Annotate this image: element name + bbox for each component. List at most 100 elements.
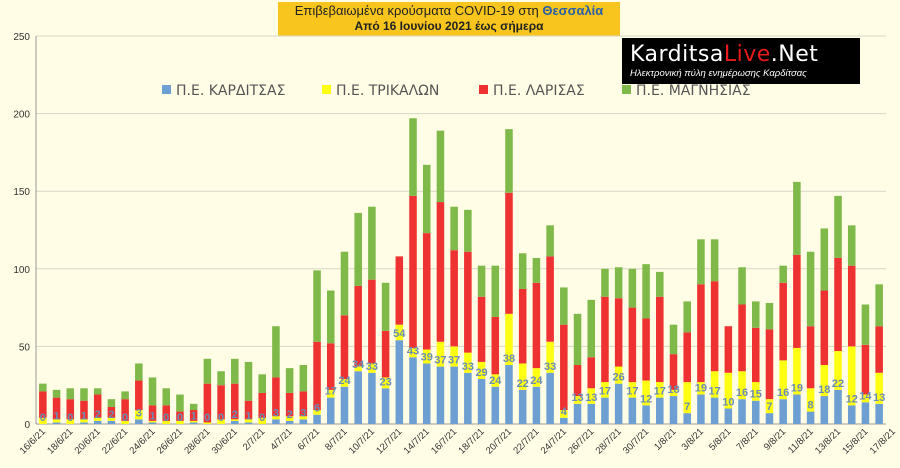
y-axis-ticks: 0 50 100 150 200 250 — [13, 32, 30, 431]
bar-segment — [436, 366, 445, 424]
x-tick-label: 24/6/21 — [127, 426, 157, 456]
bar-segment — [135, 363, 143, 381]
bar-segment — [710, 281, 719, 372]
bar-segment — [779, 265, 787, 283]
bar-segment — [779, 360, 787, 400]
bar-segment — [518, 253, 527, 289]
bar-segment — [628, 268, 637, 308]
bar-segment — [738, 399, 746, 424]
bar-segment — [477, 361, 486, 379]
bar-segment — [285, 420, 294, 424]
bar-segment — [765, 399, 774, 414]
bar-segment — [697, 239, 705, 285]
bar-segment — [477, 296, 486, 362]
bar-segment — [710, 371, 719, 398]
bar-segment — [162, 420, 171, 424]
bar-segment — [806, 326, 815, 389]
bar-segment — [491, 374, 500, 387]
bar-segment — [683, 301, 691, 333]
bar-segment — [176, 420, 184, 424]
bar-segment — [285, 416, 294, 421]
data-label: 2 — [287, 409, 293, 421]
bar-segment — [875, 372, 883, 404]
bar-segment — [52, 422, 61, 424]
bar-segment — [450, 346, 458, 367]
bar-segment — [231, 419, 239, 421]
bar-segment — [80, 422, 88, 424]
bar-segment — [464, 251, 472, 353]
x-tick-label: 28/6/21 — [182, 426, 212, 456]
bar-segment — [450, 366, 458, 424]
bar-segment — [847, 265, 856, 347]
bar-segment — [203, 383, 212, 423]
bar-segment — [368, 279, 376, 364]
bar-segment — [861, 304, 870, 345]
bar-segment — [683, 382, 691, 414]
data-label: 0 — [122, 412, 128, 424]
bar-segment — [422, 363, 431, 424]
bar-segment — [820, 365, 829, 397]
bar-segment — [93, 417, 102, 421]
bar-segment — [505, 313, 513, 366]
bar-segment — [765, 329, 774, 400]
logo-name-a: Karditsa — [630, 42, 724, 67]
bar-segment — [861, 394, 870, 403]
bar-segment — [203, 422, 212, 424]
bar-segment — [546, 341, 554, 373]
x-axis-ticks: 16/6/2118/6/2120/6/2122/6/2124/6/2126/6/… — [18, 426, 898, 456]
x-tick-label: 17/8/21 — [868, 426, 898, 456]
x-tick-label: 4/7/21 — [268, 426, 294, 452]
bar-segment — [820, 228, 829, 291]
bar-segment — [135, 419, 143, 424]
data-label: 1 — [149, 410, 155, 422]
bar-segment — [656, 397, 664, 424]
data-label: 16 — [736, 387, 748, 399]
bar-segment — [148, 420, 157, 423]
bar-segment — [107, 399, 116, 407]
bar-segment — [751, 400, 760, 424]
bar-segment — [765, 302, 774, 330]
bar-segment — [272, 377, 280, 417]
bar-segment — [587, 388, 596, 404]
bar-segment — [217, 371, 225, 386]
title-prefix: Επιβεβαιωμένα κρούσματα COVID-19 στη — [294, 3, 539, 18]
legend-swatch — [479, 85, 488, 94]
logo-tagline: Ηλεκτρονική πύλη ενημέρωσης Καρδίτσας — [630, 68, 807, 79]
data-label: 17 — [325, 386, 337, 398]
x-tick-label: 22/7/21 — [511, 426, 541, 456]
bar-segment — [189, 422, 198, 424]
bar-segment — [847, 346, 856, 406]
data-label: 17 — [599, 386, 611, 398]
data-label: 13 — [571, 392, 583, 404]
bar-segment — [614, 298, 623, 367]
bar-segment — [148, 405, 157, 421]
x-tick-label: 5/8/21 — [707, 426, 733, 452]
bar-segment — [532, 368, 541, 387]
bar-segment — [176, 411, 184, 421]
x-tick-label: 26/7/21 — [566, 426, 596, 456]
bar-segment — [422, 164, 431, 234]
bar-segment — [381, 330, 390, 378]
x-tick-label: 11/8/21 — [786, 426, 816, 456]
bar-segment — [532, 257, 541, 283]
x-tick-label: 14/7/21 — [402, 426, 432, 456]
bar-segment — [244, 400, 253, 420]
bar-segment — [381, 377, 390, 389]
bar-segment — [491, 386, 500, 424]
bar-segment — [52, 419, 61, 423]
bar-segment — [80, 400, 88, 420]
bar-segment — [93, 388, 102, 395]
bar-segment — [518, 389, 527, 424]
bar-segment — [313, 270, 321, 342]
bar-segment — [834, 257, 842, 352]
bar-segment — [587, 403, 596, 424]
bar-segment — [779, 399, 787, 424]
y-tick-label: 200 — [13, 110, 30, 121]
data-label: 17 — [709, 386, 721, 398]
bar-segment — [313, 341, 321, 411]
legend-label: Π.Ε. ΚΑΡΔΙΤΣΑΣ — [176, 83, 285, 99]
legend: Π.Ε. ΚΑΡΔΙΤΣΑΣ Π.Ε. ΤΡΙΚΑΛΩΝ Π.Ε. ΛΑΡΙΣΑΣ Π… — [162, 83, 751, 99]
bar-segment — [683, 332, 691, 383]
x-tick-label: 13/8/21 — [813, 426, 843, 456]
